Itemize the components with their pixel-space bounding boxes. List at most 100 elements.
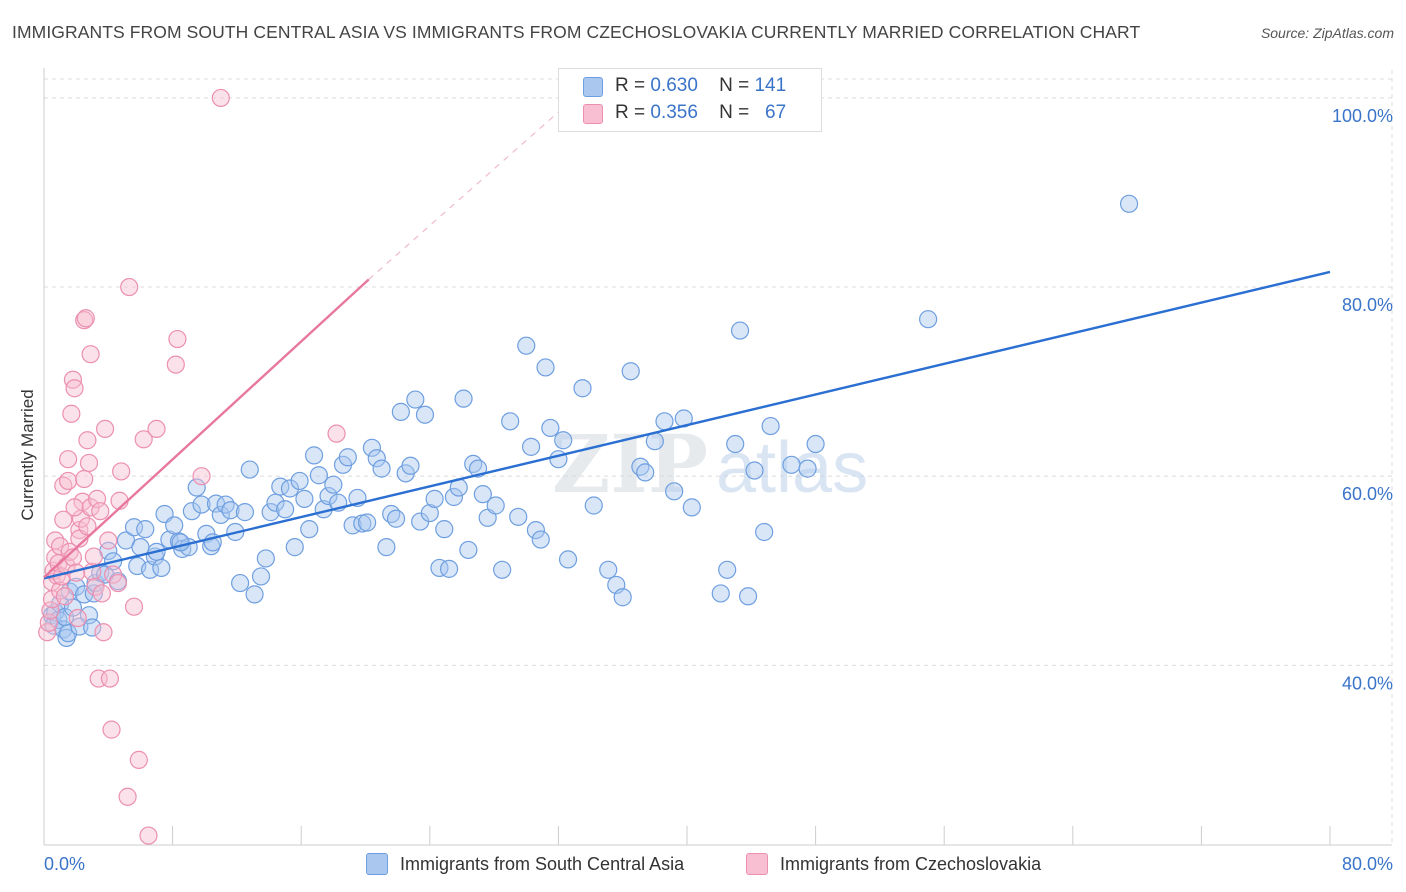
point-south-central-asia bbox=[798, 459, 817, 478]
point-south-central-asia bbox=[726, 434, 745, 454]
point-czechoslovakia bbox=[78, 431, 97, 450]
point-czechoslovakia bbox=[102, 720, 121, 739]
tick-labels: 40.0% 60.0% 80.0% 100.0% 0.0% 80.0% bbox=[44, 106, 1393, 874]
point-czechoslovakia bbox=[120, 277, 139, 297]
point-czechoslovakia bbox=[62, 404, 81, 423]
trend-extension-czechoslovakia bbox=[368, 97, 575, 280]
point-czechoslovakia bbox=[327, 424, 346, 443]
point-south-central-asia bbox=[655, 412, 674, 431]
point-czechoslovakia bbox=[92, 584, 111, 603]
legend-r-label: R = bbox=[615, 75, 646, 96]
legend-r-value: 0.630 bbox=[650, 75, 698, 96]
point-czechoslovakia bbox=[100, 669, 120, 688]
point-south-central-asia bbox=[386, 509, 406, 528]
legend-swatch-blue bbox=[583, 77, 603, 97]
point-south-central-asia bbox=[420, 503, 439, 523]
point-south-central-asia bbox=[621, 362, 640, 381]
point-south-central-asia bbox=[309, 466, 328, 485]
point-czechoslovakia bbox=[76, 309, 95, 328]
trend-lines bbox=[43, 97, 1331, 580]
point-south-central-asia bbox=[517, 336, 536, 355]
point-south-central-asia bbox=[554, 431, 573, 450]
point-south-central-asia bbox=[372, 459, 391, 478]
point-south-central-asia bbox=[165, 516, 184, 535]
point-czechoslovakia bbox=[68, 608, 87, 628]
point-czechoslovakia bbox=[94, 623, 113, 642]
point-south-central-asia bbox=[435, 520, 454, 539]
point-south-central-asia bbox=[682, 498, 701, 517]
point-czechoslovakia bbox=[108, 573, 128, 593]
point-south-central-asia bbox=[1119, 194, 1139, 213]
point-czechoslovakia bbox=[81, 345, 100, 364]
point-south-central-asia bbox=[425, 489, 444, 508]
point-south-central-asia bbox=[235, 503, 255, 522]
data-points bbox=[38, 88, 1139, 845]
point-south-central-asia bbox=[415, 405, 435, 424]
point-south-central-asia bbox=[211, 505, 230, 525]
x-tick-label: 80.0% bbox=[1342, 854, 1393, 874]
point-czechoslovakia bbox=[91, 502, 110, 521]
legend-n-value: 141 bbox=[754, 75, 787, 96]
point-czechoslovakia bbox=[65, 498, 84, 517]
point-south-central-asia bbox=[391, 402, 410, 421]
point-czechoslovakia bbox=[124, 597, 144, 616]
point-south-central-asia bbox=[240, 460, 259, 479]
y-tick-label: 100.0% bbox=[1332, 106, 1393, 126]
point-czechoslovakia bbox=[86, 577, 105, 596]
point-south-central-asia bbox=[401, 456, 420, 475]
point-czechoslovakia bbox=[46, 531, 65, 550]
bottom-legend-label: Immigrants from South Central Asia bbox=[400, 854, 685, 874]
point-south-central-asia bbox=[526, 520, 545, 540]
point-czechoslovakia bbox=[78, 517, 97, 536]
point-south-central-asia bbox=[136, 520, 155, 539]
point-south-central-asia bbox=[613, 588, 632, 607]
point-czechoslovakia bbox=[211, 88, 230, 108]
point-czechoslovakia bbox=[55, 587, 74, 606]
x-tick-label: 0.0% bbox=[44, 854, 85, 874]
point-south-central-asia bbox=[718, 560, 737, 579]
legend-n-label: N = bbox=[719, 75, 750, 96]
point-south-central-asia bbox=[251, 567, 271, 586]
point-czechoslovakia bbox=[129, 750, 148, 769]
point-south-central-asia bbox=[304, 446, 324, 465]
point-south-central-asia bbox=[531, 530, 550, 549]
point-czechoslovakia bbox=[95, 419, 115, 439]
y-tick-label: 60.0% bbox=[1342, 484, 1393, 504]
point-south-central-asia bbox=[501, 412, 520, 431]
point-czechoslovakia bbox=[104, 565, 123, 584]
point-south-central-asia bbox=[152, 558, 171, 578]
point-south-central-asia bbox=[221, 501, 240, 520]
point-south-central-asia bbox=[521, 437, 541, 456]
point-south-central-asia bbox=[439, 559, 459, 578]
gridlines bbox=[44, 70, 1393, 845]
point-czechoslovakia bbox=[112, 462, 131, 481]
point-south-central-asia bbox=[182, 502, 201, 521]
point-south-central-asia bbox=[290, 471, 309, 491]
point-czechoslovakia bbox=[192, 467, 211, 486]
point-czechoslovakia bbox=[41, 601, 60, 620]
point-south-central-asia bbox=[430, 558, 449, 578]
point-south-central-asia bbox=[362, 438, 382, 457]
point-south-central-asia bbox=[192, 495, 211, 514]
point-south-central-asia bbox=[631, 457, 650, 476]
point-south-central-asia bbox=[338, 448, 357, 467]
point-czechoslovakia bbox=[118, 787, 137, 806]
point-south-central-asia bbox=[280, 479, 300, 498]
point-czechoslovakia bbox=[54, 510, 73, 529]
y-tick-label: 40.0% bbox=[1342, 673, 1393, 693]
point-south-central-asia bbox=[486, 496, 505, 515]
point-south-central-asia bbox=[124, 518, 144, 537]
point-south-central-asia bbox=[738, 587, 758, 606]
point-czechoslovakia bbox=[59, 450, 78, 469]
point-south-central-asia bbox=[261, 503, 280, 522]
legend-r-label: R = bbox=[615, 102, 646, 123]
point-czechoslovakia bbox=[59, 471, 78, 491]
point-south-central-asia bbox=[782, 455, 801, 474]
point-south-central-asia bbox=[755, 522, 774, 542]
point-south-central-asia bbox=[459, 540, 478, 560]
point-south-central-asia bbox=[187, 478, 206, 497]
legend-swatch-pink bbox=[583, 104, 603, 124]
point-south-central-asia bbox=[231, 573, 250, 593]
bottom-legend-label: Immigrants from Czechoslovakia bbox=[780, 854, 1042, 874]
